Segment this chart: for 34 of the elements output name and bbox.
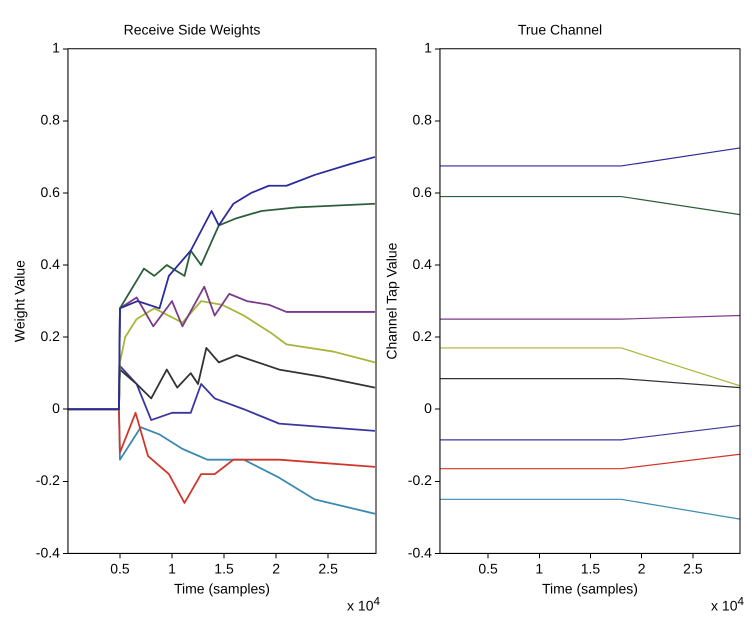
x-tick-label: 0.5 [478, 560, 498, 577]
x-tick-label: 1.5 [214, 560, 234, 577]
y-tick-label: 0 [424, 400, 432, 416]
x-tick-label: 2 [272, 560, 280, 577]
y-tick-label: 0.2 [412, 328, 432, 344]
x-tick-label: 2 [638, 560, 646, 577]
y-tick-label: 0.4 [40, 256, 60, 272]
x-tick-label: 2.5 [683, 560, 703, 577]
chart-title: True Channel [518, 21, 602, 38]
x-tick-label: 1.5 [580, 560, 600, 577]
y-tick-label: 0 [52, 400, 60, 416]
y-tick-label: 0.2 [40, 328, 60, 344]
x-tick-label: 2.5 [318, 560, 338, 577]
x-axis-title: Time (samples) [542, 580, 638, 596]
x-tick-label: 1 [535, 560, 544, 577]
text: x 10$^{4}$ [347, 595, 380, 614]
y-tick-label: -0.4 [36, 544, 60, 560]
y-tick-label: 0.6 [412, 184, 432, 200]
y-tick-label: -0.2 [36, 472, 60, 488]
y-tick-label: -0.2 [408, 472, 432, 488]
x-tick-label: 0.5 [110, 560, 130, 577]
text: x 10$^{4}$ [711, 595, 744, 614]
y-axis-title: Weight Value [11, 260, 28, 342]
y-tick-label: -0.4 [408, 544, 432, 560]
x-tick-label: 1 [168, 560, 176, 577]
y-tick-label: 0.4 [412, 256, 432, 272]
y-tick-label: 0.8 [40, 112, 60, 128]
x-axis-title: Time (samples) [174, 580, 270, 596]
y-tick-label: 1 [424, 40, 432, 56]
y-tick-label: 1 [52, 40, 60, 56]
chart-title: Receive Side Weights [124, 21, 260, 38]
y-tick-label: 0.8 [412, 112, 432, 128]
y-axis-title: Channel Tap Value [383, 242, 400, 360]
y-tick-label: 0.6 [40, 184, 60, 200]
